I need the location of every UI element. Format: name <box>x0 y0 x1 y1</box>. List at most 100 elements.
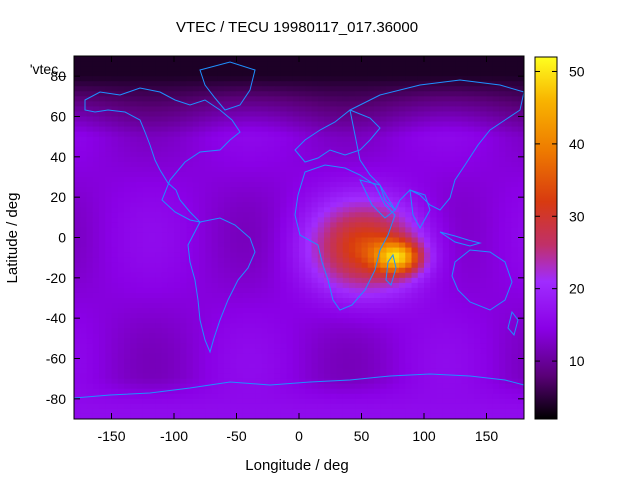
heatmap-cell <box>299 348 306 355</box>
heatmap-cell <box>199 171 206 178</box>
heatmap-cell <box>292 373 300 380</box>
heatmap-cell <box>199 227 206 234</box>
heatmap-cell <box>492 242 500 249</box>
heatmap-cell <box>474 61 481 67</box>
heatmap-cell <box>474 71 481 77</box>
heatmap-cell <box>386 393 394 400</box>
heatmap-cell <box>130 86 138 92</box>
heatmap-cell <box>367 282 375 289</box>
heatmap-cell <box>186 146 194 153</box>
heatmap-cell <box>442 282 450 289</box>
heatmap-cell <box>86 81 94 87</box>
heatmap-cell <box>255 207 263 213</box>
heatmap-cell <box>392 101 400 108</box>
heatmap-cell <box>180 121 188 128</box>
heatmap-cell <box>511 353 519 360</box>
heatmap-cell <box>161 96 169 102</box>
heatmap-cell <box>355 267 363 274</box>
heatmap-cell <box>261 323 269 329</box>
heatmap-cell <box>280 91 288 97</box>
heatmap-cell <box>199 388 206 395</box>
heatmap-cell <box>155 96 163 102</box>
heatmap-cell <box>311 197 319 203</box>
heatmap-cell <box>355 217 363 223</box>
heatmap-cell <box>249 151 256 158</box>
heatmap-cell <box>436 151 444 158</box>
heatmap-cell <box>80 96 88 102</box>
heatmap-cell <box>267 383 275 390</box>
heatmap-cell <box>392 197 400 203</box>
heatmap-cell <box>74 131 81 138</box>
heatmap-cell <box>167 202 175 208</box>
heatmap-cell <box>505 192 513 198</box>
heatmap-cell <box>80 398 88 405</box>
heatmap-cell <box>155 177 163 183</box>
heatmap-cell <box>361 71 369 77</box>
heatmap-cell <box>155 383 163 390</box>
heatmap-cell <box>386 298 394 304</box>
heatmap-cell <box>211 131 219 138</box>
heatmap-cell <box>517 212 524 218</box>
heatmap-cell <box>505 388 513 395</box>
heatmap-cell <box>392 207 400 213</box>
heatmap-cell <box>74 272 81 279</box>
heatmap-cell <box>117 171 125 178</box>
heatmap-cell <box>117 81 125 87</box>
heatmap-cell <box>355 187 363 193</box>
heatmap-cell <box>517 207 524 213</box>
heatmap-cell <box>211 121 219 128</box>
heatmap-cell <box>161 257 169 264</box>
heatmap-cell <box>461 237 469 244</box>
heatmap-cell <box>174 91 181 97</box>
heatmap-cell <box>299 298 306 304</box>
heatmap-cell <box>455 61 463 67</box>
heatmap-cell <box>324 177 331 183</box>
heatmap-cell <box>149 101 156 108</box>
heatmap-cell <box>111 292 119 299</box>
heatmap-cell <box>249 287 256 294</box>
heatmap-cell <box>217 348 225 355</box>
heatmap-cell <box>80 282 88 289</box>
heatmap-cell <box>299 56 306 62</box>
heatmap-cell <box>142 257 150 264</box>
heatmap-cell <box>336 136 344 143</box>
heatmap-cell <box>205 76 213 82</box>
heatmap-cell <box>474 197 481 203</box>
heatmap-cell <box>174 272 181 279</box>
heatmap-cell <box>80 333 88 339</box>
heatmap-cell <box>517 333 524 339</box>
heatmap-cell <box>317 262 325 269</box>
heatmap-cell <box>99 308 106 314</box>
heatmap-cell <box>411 187 419 193</box>
heatmap-cell <box>292 277 300 284</box>
heatmap-cell <box>111 86 119 92</box>
heatmap-cell <box>355 192 363 198</box>
heatmap-cell <box>461 166 469 173</box>
heatmap-cell <box>117 323 125 329</box>
heatmap-cell <box>80 358 88 365</box>
heatmap-cell <box>517 96 524 102</box>
heatmap-cell <box>205 61 213 67</box>
heatmap-cell <box>236 328 244 334</box>
heatmap-cell <box>467 277 475 284</box>
heatmap-cell <box>424 222 431 229</box>
heatmap-cell <box>417 378 425 385</box>
heatmap-cell <box>336 76 344 82</box>
heatmap-cell <box>380 71 388 77</box>
heatmap-cell <box>299 202 306 208</box>
heatmap-cell <box>467 187 475 193</box>
heatmap-cell <box>492 151 500 158</box>
heatmap-cell <box>492 182 500 188</box>
heatmap-cell <box>299 187 306 193</box>
heatmap-cell <box>442 161 450 168</box>
heatmap-cell <box>305 368 313 375</box>
heatmap-cell <box>180 227 188 234</box>
heatmap-cell <box>180 86 188 92</box>
heatmap-cell <box>105 353 113 360</box>
heatmap-cell <box>499 247 506 254</box>
heatmap-cell <box>230 121 238 128</box>
heatmap-cell <box>317 282 325 289</box>
heatmap-cell <box>255 267 263 274</box>
heatmap-cell <box>374 353 381 360</box>
heatmap-cell <box>505 217 513 223</box>
